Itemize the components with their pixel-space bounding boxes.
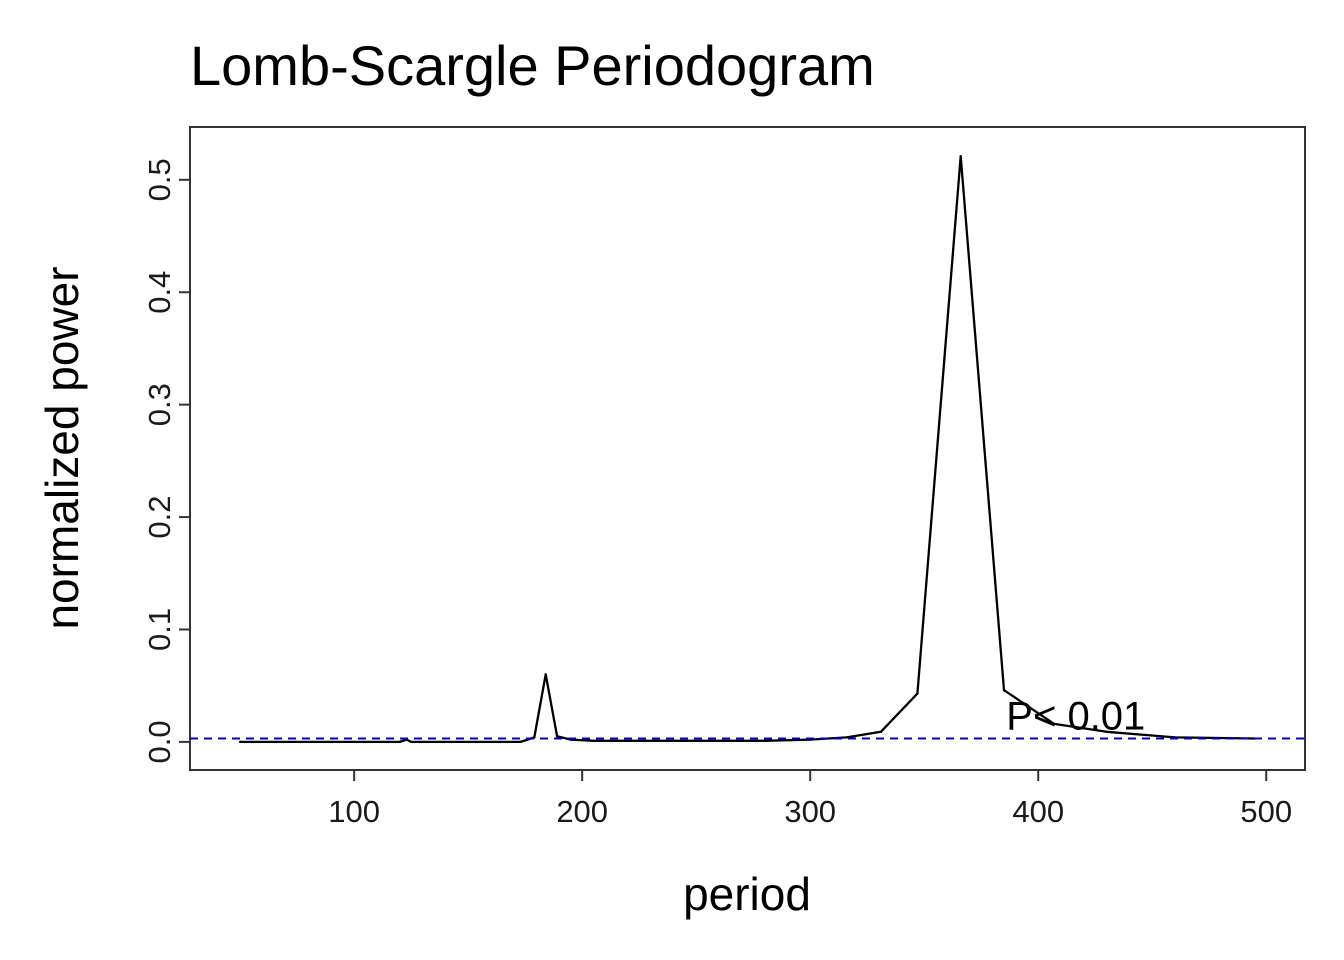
data-point: [626, 739, 629, 742]
x-tick-label: 300: [784, 794, 836, 829]
data-point: [398, 740, 401, 744]
data-point: [916, 692, 919, 695]
data-point: [1002, 688, 1006, 692]
data-point: [717, 739, 721, 742]
x-axis-title: period: [683, 868, 811, 920]
data-point: [238, 740, 242, 744]
data-point: [466, 740, 470, 744]
y-tick-label: 0.5: [142, 158, 177, 201]
y-tick-label: 0.2: [142, 496, 177, 539]
x-tick-label: 500: [1240, 794, 1292, 829]
panel-border: [189, 126, 1306, 771]
data-point: [879, 730, 883, 733]
y-tick-label: 0.0: [142, 720, 177, 763]
data-point: [519, 740, 522, 744]
data-point: [307, 740, 310, 744]
significance-annotation: P< 0.01: [1006, 695, 1145, 739]
data-point: [555, 735, 559, 738]
data-point: [763, 739, 766, 742]
periodogram-line: [240, 155, 1255, 744]
data-point: [544, 673, 547, 676]
data-point: [592, 739, 595, 742]
y-axis-title: normalized power: [36, 266, 88, 629]
data-point: [1105, 730, 1108, 733]
data-point: [959, 155, 962, 158]
x-tick-label: 100: [328, 794, 380, 829]
y-tick-label: 0.1: [142, 608, 177, 651]
plot-area: 0.0 0.1 0.2 0.3 0.4 0.5 100 200 300 400 500 P< 0.01: [142, 126, 1306, 829]
x-tick-label: 200: [556, 794, 608, 829]
data-point: [409, 740, 413, 744]
chart-title: Lomb-Scargle Periodogram: [190, 34, 875, 97]
data-point: [845, 736, 848, 739]
x-tick-label: 400: [1012, 794, 1064, 829]
data-point: [1052, 722, 1056, 726]
data-point: [352, 740, 356, 744]
y-tick-label: 0.3: [142, 383, 177, 426]
y-tick-label: 0.4: [142, 271, 177, 314]
data-point: [672, 739, 675, 742]
